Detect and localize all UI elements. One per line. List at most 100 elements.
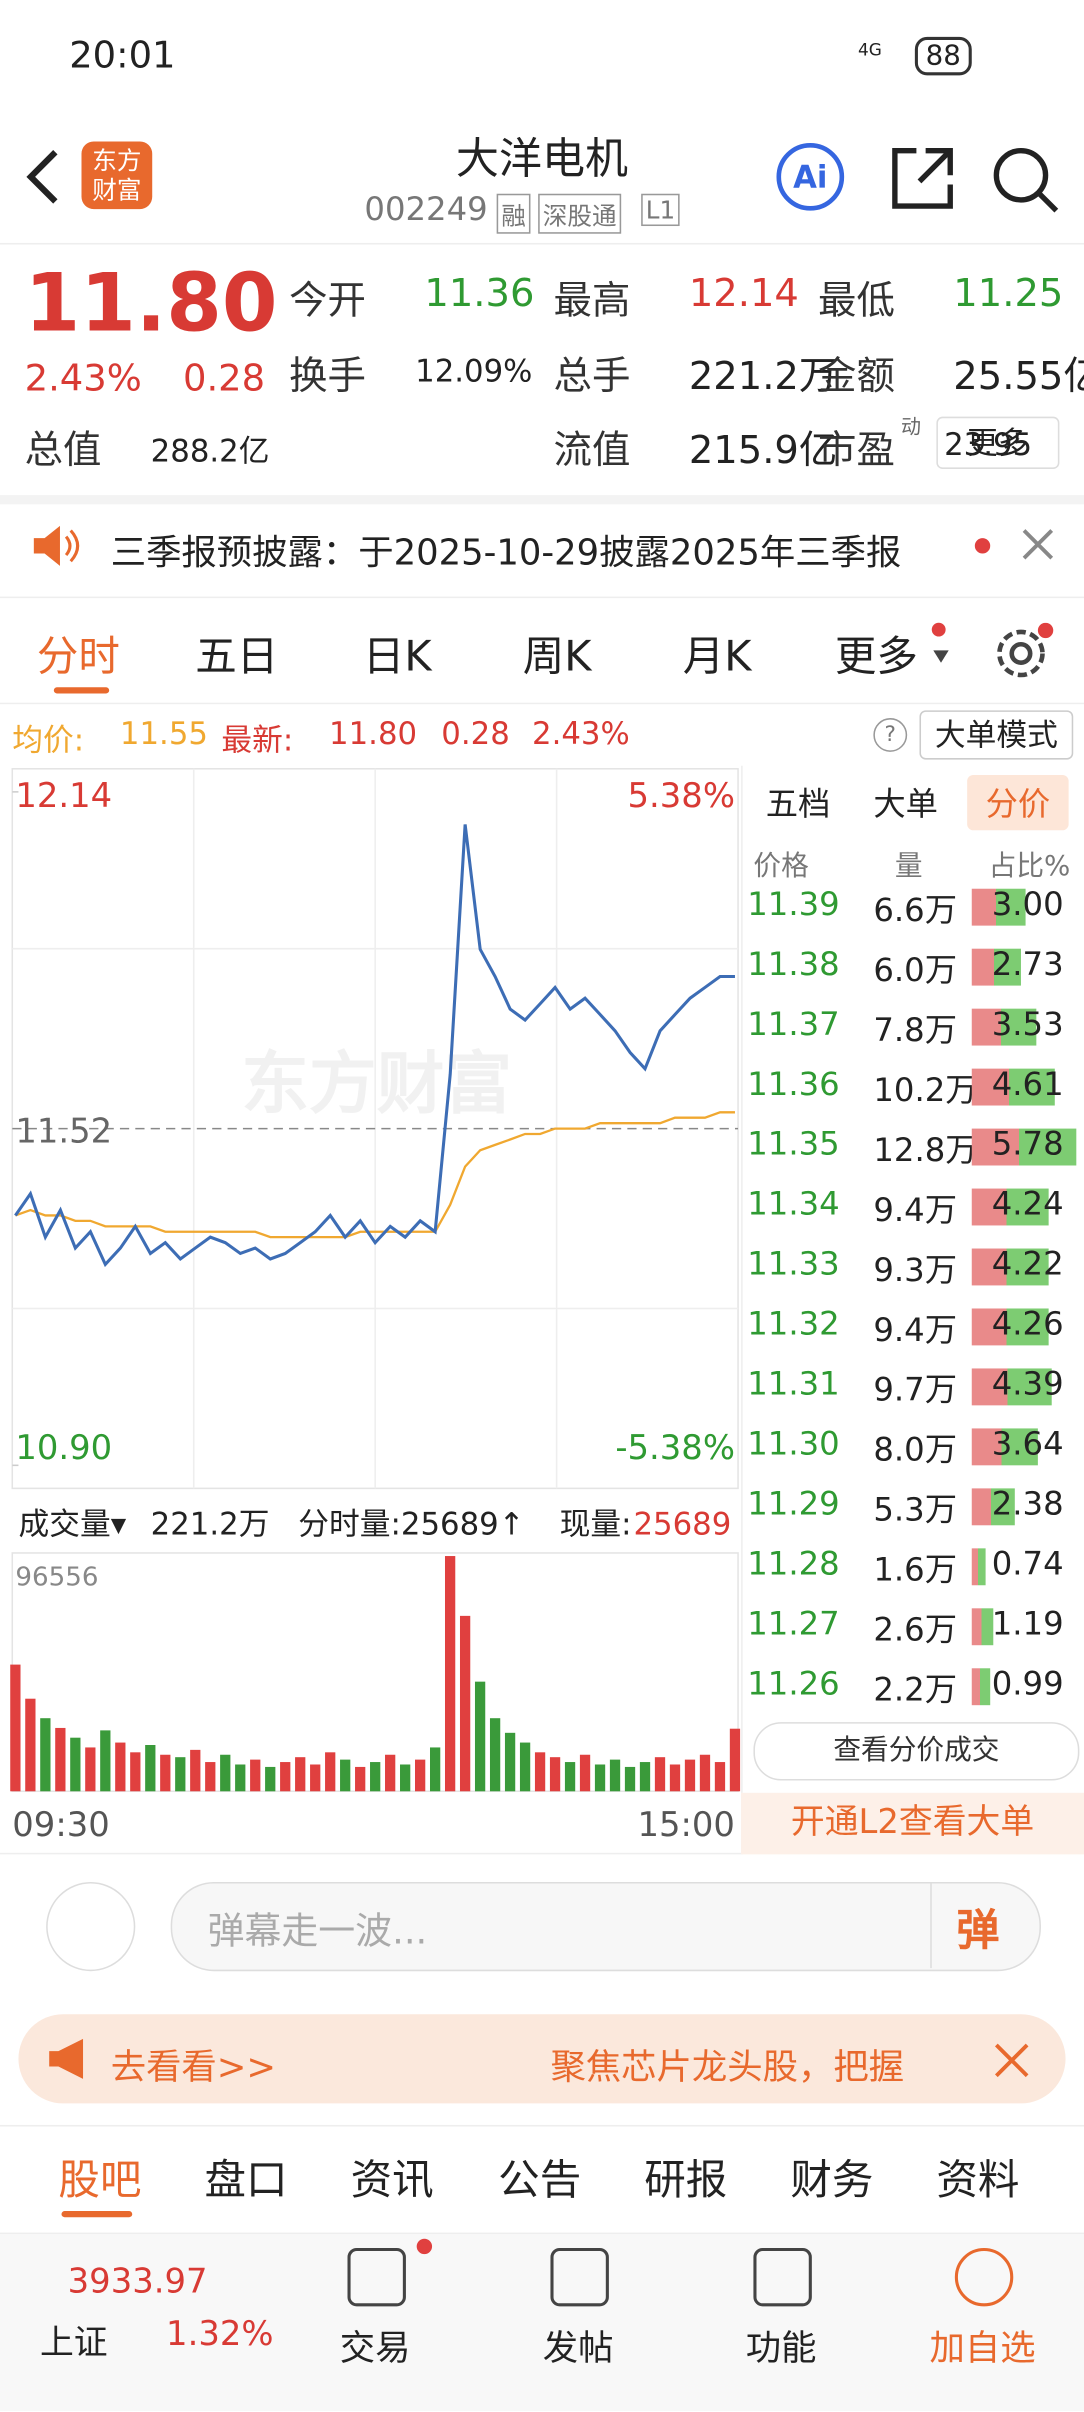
dropdown-arrow xyxy=(933,650,949,663)
index-value[interactable]: 3933.97 xyxy=(67,2263,208,2302)
nav-label[interactable]: 发帖 xyxy=(542,2329,614,2370)
book-price: 11.27 xyxy=(747,1605,840,1643)
book-tab[interactable]: 分价 xyxy=(967,774,1069,831)
volume-bar xyxy=(25,1698,36,1792)
volume-bar xyxy=(489,1718,501,1792)
volume-bar xyxy=(10,1664,21,1792)
field-label: 总手 xyxy=(553,353,631,399)
view-more[interactable]: 查看分价成交 xyxy=(753,1722,1080,1781)
stock-code: 002249 xyxy=(364,190,488,228)
field-value: 11.25 xyxy=(953,270,1064,316)
field-value: 25.55亿 xyxy=(953,353,1084,399)
note-button[interactable] xyxy=(46,1882,136,1972)
volume-bar xyxy=(325,1752,336,1792)
field-value: 12.09% xyxy=(415,352,533,390)
nav-icon[interactable] xyxy=(550,2247,609,2307)
field-value: 23.95 xyxy=(944,425,1033,463)
pct-bar xyxy=(971,1008,1036,1046)
book-price: 11.36 xyxy=(747,1065,840,1103)
index-name[interactable]: 上证 xyxy=(39,2324,108,2364)
nav-label[interactable]: 加自选 xyxy=(929,2329,1036,2370)
field-label: 最高 xyxy=(553,278,631,323)
volume-bar xyxy=(205,1762,216,1792)
back-button[interactable] xyxy=(22,146,68,208)
pct-label: 4.39 xyxy=(991,1365,1064,1403)
comment-input[interactable] xyxy=(170,1882,1041,1972)
banner-link[interactable]: 去看看>> xyxy=(110,2048,277,2089)
tag: 深股通 xyxy=(538,193,622,234)
x-label: 09:30 xyxy=(12,1805,109,1844)
comment-placeholder: 弹幕走一波... xyxy=(207,1909,428,1953)
volume-bar xyxy=(504,1732,516,1792)
l2-button[interactable]: 开通L2查看大单 xyxy=(741,1792,1084,1855)
time: 20:01 xyxy=(69,33,176,77)
settings-button[interactable] xyxy=(993,622,1055,685)
pct-bar xyxy=(971,1128,1077,1166)
bottom-tab[interactable]: 财务 xyxy=(790,2157,874,2205)
now-value: 25689 xyxy=(633,1507,731,1543)
index-pct[interactable]: 1.32% xyxy=(166,2315,274,2355)
bottom-tab[interactable]: 股吧 xyxy=(58,2157,142,2205)
nav-icon[interactable] xyxy=(954,2247,1014,2307)
tab[interactable]: 五日 xyxy=(195,633,279,682)
notice-text[interactable]: 三季报预披露：于2025-10-29披露2025年三季报 xyxy=(110,533,902,574)
share-button[interactable] xyxy=(889,145,957,213)
pct-label: 5.38% xyxy=(628,776,735,815)
bottom-tab[interactable]: 盘口 xyxy=(204,2157,288,2205)
close-notice[interactable] xyxy=(1021,527,1055,561)
now-label: 现量: xyxy=(560,1507,632,1543)
volume-bar xyxy=(444,1556,456,1792)
mode-button[interactable]: 大单模式 xyxy=(919,710,1074,760)
pct-label: 4.24 xyxy=(991,1185,1064,1223)
close-banner[interactable] xyxy=(993,2042,1030,2079)
tab[interactable]: 周K xyxy=(522,633,592,682)
field-value: 11.36 xyxy=(424,270,535,316)
pct-label: 3.00 xyxy=(991,885,1064,923)
help-icon[interactable]: ? xyxy=(873,718,908,752)
book-price: 11.34 xyxy=(747,1185,840,1223)
book-tab[interactable]: 大单 xyxy=(873,785,938,823)
book-tab[interactable]: 五档 xyxy=(765,785,831,823)
bottom-tab[interactable]: 公告 xyxy=(498,2157,582,2205)
nav-label[interactable]: 交易 xyxy=(339,2329,411,2370)
change: 0.28 xyxy=(182,356,266,400)
book-volume: 9.4万 xyxy=(873,1191,958,1229)
nav-icon[interactable] xyxy=(753,2247,812,2307)
more-button[interactable]: 更多 xyxy=(936,416,1060,469)
book-volume: 1.6万 xyxy=(873,1551,958,1589)
book-price: 11.35 xyxy=(747,1125,840,1163)
pct-bar xyxy=(971,1308,1049,1346)
bottom-tab[interactable]: 资料 xyxy=(936,2157,1020,2205)
volume-label: 成交量▾ xyxy=(18,1507,126,1543)
bottom-nav xyxy=(0,2234,1084,2411)
bottom-tab[interactable]: 资讯 xyxy=(350,2157,434,2205)
book-price: 11.30 xyxy=(747,1425,840,1463)
volume-bar xyxy=(564,1762,576,1792)
nav-icon[interactable] xyxy=(347,2247,406,2307)
field-value: 215.9亿 xyxy=(688,427,838,473)
volume-bar xyxy=(160,1754,171,1792)
volume-bar xyxy=(145,1745,156,1792)
volume-bar xyxy=(265,1766,276,1792)
volume-bar xyxy=(669,1764,681,1792)
tab[interactable]: 日K xyxy=(362,633,432,682)
volume-bar xyxy=(100,1730,111,1792)
nav-label[interactable]: 功能 xyxy=(745,2329,817,2370)
danmaku-button[interactable]: 弹 xyxy=(956,1905,1000,1956)
volume-bar xyxy=(385,1754,396,1792)
last-change-pct: 2.43% xyxy=(532,714,630,752)
bottom-tab[interactable]: 研报 xyxy=(644,2157,728,2205)
book-volume: 9.4万 xyxy=(873,1311,958,1349)
banner-text[interactable]: 聚焦芯片龙头股，把握 xyxy=(550,2048,905,2089)
ai-button[interactable]: Ai xyxy=(776,142,845,211)
volume-bar xyxy=(474,1681,486,1792)
tab[interactable]: 月K xyxy=(682,633,752,682)
pct-bar xyxy=(971,1368,1052,1406)
tab[interactable]: 分时 xyxy=(36,633,120,682)
volume-bar xyxy=(115,1742,126,1792)
search-button[interactable] xyxy=(990,145,1061,216)
battery: 88 xyxy=(914,36,972,76)
tab[interactable]: 更多 xyxy=(834,633,918,682)
pct-bar xyxy=(971,1488,1015,1526)
banner[interactable] xyxy=(18,2014,1066,2104)
